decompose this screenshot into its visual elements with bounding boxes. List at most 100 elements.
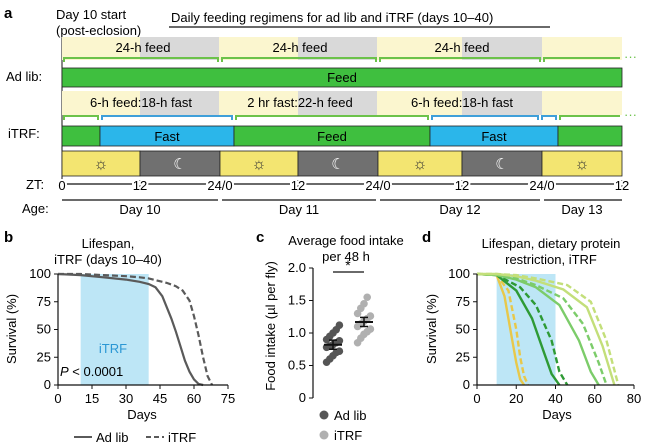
- panel-d-ticks: 0 25 50 75 100 0 20 40 60 80: [448, 266, 641, 406]
- adlib-bracket-3: [379, 57, 541, 62]
- adlib-shade-3: [462, 37, 542, 60]
- y-tick-label: 75: [456, 294, 470, 309]
- sun-icon: ☼: [94, 156, 109, 173]
- y-tick-label: 2.0: [288, 260, 306, 275]
- moon-icon: ☾: [331, 156, 344, 173]
- itrf-fast-label-1: Fast: [154, 129, 180, 144]
- pvalue-rest: < 0.0001: [69, 364, 124, 379]
- panel-c-ylabel: Food intake (µl per fly): [263, 261, 278, 391]
- sun-icon: ☼: [413, 156, 428, 173]
- panel-d-title-line2: restriction, iTRF: [505, 252, 597, 267]
- zt-label: ZT:: [26, 177, 44, 192]
- y-tick-label: 0: [44, 377, 51, 392]
- x-tick-label: 20: [509, 391, 523, 406]
- panel-b-title-line1: Lifespan,: [82, 236, 135, 251]
- itrf-bracket-2: [101, 115, 233, 120]
- panel-b-ylabel: Survival (%): [4, 294, 19, 364]
- panel-c-title-line2: per 48 h: [322, 249, 370, 264]
- itrf-continue-dots: ···: [624, 107, 637, 122]
- age-day-label: Day 12: [439, 202, 480, 217]
- data-point: [366, 312, 375, 320]
- panel-b-title-line2: iTRF (days 10–40): [54, 252, 162, 267]
- adlib-shade-2: [298, 37, 377, 60]
- x-tick-label: 30: [119, 391, 133, 406]
- panel-b-window-label: iTRF: [99, 341, 127, 356]
- itrf-feed-seg-3: [557, 125, 623, 147]
- age-day-label: Day 10: [119, 202, 160, 217]
- itrf-regimen-label-3: 6-h feed:18-h fast: [411, 95, 513, 110]
- panel-c-plot: [322, 293, 375, 367]
- data-point: [366, 325, 375, 333]
- itrf-feed-label: Feed: [317, 129, 347, 144]
- y-tick-label: 1.0: [288, 325, 306, 340]
- panel-c-significance-star: *: [345, 257, 351, 273]
- panel-a-header: Daily feeding regimens for ad lib and iT…: [171, 10, 493, 25]
- day10-start-line2: (post-eclosion): [56, 23, 141, 38]
- adlib-shade-1: [140, 37, 219, 60]
- adlib-feed-bar: [61, 67, 623, 88]
- adlib-bracket-2: [221, 57, 377, 62]
- itrf-row-label: iTRF:: [8, 126, 40, 141]
- zt-tick-label: 12: [615, 178, 629, 193]
- itrf-bracket-3: [235, 115, 429, 120]
- y-tick-label: 50: [37, 322, 51, 337]
- adlib-feed-label-3: 24-h feed: [435, 40, 490, 55]
- panel-d-ylabel: Survival (%): [424, 294, 439, 364]
- y-tick-label: 0.5: [288, 358, 306, 373]
- day10-start-line1: Day 10 start: [56, 7, 126, 22]
- adlib-feed-bar-label: Feed: [327, 70, 357, 85]
- adlib-row-label: Ad lib:: [6, 69, 42, 84]
- legend-adlib-dot: [319, 410, 329, 420]
- y-tick-label: 1.5: [288, 293, 306, 308]
- legend-itrf-label: iTRF: [168, 430, 196, 445]
- adlib-bracket-1: [63, 57, 219, 62]
- moon-icon: ☾: [173, 156, 186, 173]
- y-tick-label: 100: [448, 266, 470, 281]
- panel-b-ticks: 0 25 50 75 100 0 15 30 45 60 75: [29, 266, 235, 406]
- panel-b-label: b: [4, 229, 13, 246]
- data-point: [363, 293, 372, 302]
- data-point: [335, 337, 344, 345]
- legend-itrf-label: iTRF: [334, 428, 362, 443]
- zt-tick-label: 24/0: [365, 178, 390, 193]
- panel-a-label: a: [4, 5, 13, 22]
- y-tick-label: 0: [299, 390, 306, 405]
- age-label: Age:: [22, 201, 49, 216]
- panel-b-xlabel: Days: [127, 407, 157, 422]
- data-point: [335, 321, 344, 330]
- panel-b-itrf-window: [80, 274, 149, 385]
- legend-adlib-label: Ad lib: [96, 430, 129, 445]
- itrf-feed-seg-1: [61, 125, 101, 147]
- panel-c-title-line1: Average food intake: [288, 233, 403, 248]
- zt-tick-label: 12: [133, 178, 147, 193]
- panel-c-label: c: [256, 229, 264, 246]
- itrf-bracket-6: [559, 115, 620, 120]
- survival-line-itrf: [58, 272, 214, 386]
- panel-d-label: d: [422, 229, 431, 246]
- y-tick-label: 25: [37, 349, 51, 364]
- x-tick-label: 0: [54, 391, 61, 406]
- panel-d-plot: [476, 272, 620, 386]
- panel-b-plot: [57, 272, 214, 387]
- adlib-bracket-4: [543, 57, 620, 62]
- itrf-shade-3: [462, 91, 542, 115]
- panel-b: b Lifespan, iTRF (days 10–40) Survival (…: [4, 229, 235, 445]
- panel-d-xlabel: Days: [542, 407, 572, 422]
- data-point: [360, 299, 368, 308]
- x-tick-label: 80: [627, 391, 641, 406]
- itrf-shade-1: [140, 91, 219, 115]
- itrf-bracket-5: [541, 115, 557, 120]
- x-tick-label: 60: [588, 391, 602, 406]
- light-phase-1: [61, 150, 141, 177]
- itrf-regimen-label-1: 6-h feed:18-h fast: [90, 95, 192, 110]
- dark-phase-3: [461, 150, 543, 177]
- zt-ticks: [61, 180, 623, 188]
- x-tick-label: 40: [548, 391, 562, 406]
- light-phase-4: [541, 150, 623, 177]
- y-tick-label: 100: [29, 266, 51, 281]
- y-tick-label: 50: [456, 322, 470, 337]
- zt-tick-label: 24/0: [207, 178, 232, 193]
- adlib-feed-label-2: 24-h feed: [273, 40, 328, 55]
- x-tick-label: 0: [473, 391, 480, 406]
